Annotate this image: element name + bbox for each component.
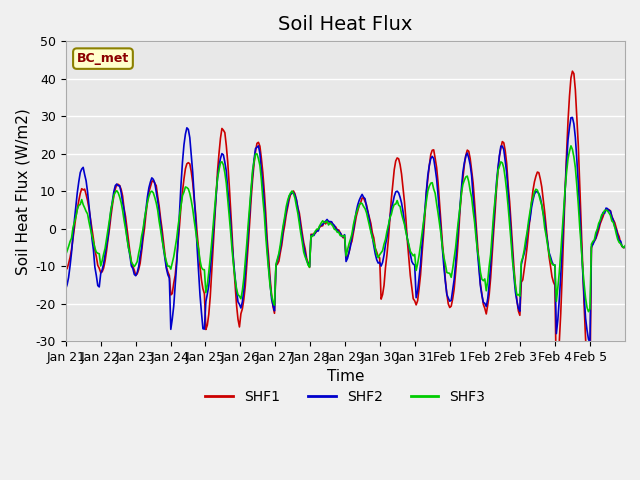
SHF1 — [620, 245, 627, 251]
Y-axis label: Soil Heat Flux (W/m2): Soil Heat Flux (W/m2) — [15, 108, 30, 275]
SHF2 — [349, 227, 357, 233]
SHF1 — [81, 186, 88, 192]
SHF3 — [585, 309, 593, 314]
SHF3 — [62, 252, 70, 258]
SHF3 — [81, 205, 88, 211]
Line: SHF2: SHF2 — [66, 118, 625, 343]
SHF2 — [621, 245, 629, 251]
SHF1 — [349, 230, 357, 236]
SHF2 — [620, 244, 627, 250]
SHF3 — [349, 222, 357, 228]
SHF1 — [544, 238, 552, 244]
Text: BC_met: BC_met — [77, 52, 129, 65]
Title: Soil Heat Flux: Soil Heat Flux — [278, 15, 413, 34]
SHF2 — [62, 286, 70, 292]
SHF2 — [99, 267, 106, 273]
SHF2 — [461, 160, 468, 166]
SHF2 — [544, 239, 552, 245]
SHF3 — [620, 245, 627, 251]
SHF1 — [621, 244, 629, 250]
SHF1 — [461, 162, 468, 168]
SHF3 — [544, 242, 552, 248]
SHF3 — [567, 143, 575, 149]
SHF1 — [586, 382, 594, 388]
SHF3 — [461, 177, 468, 183]
Line: SHF1: SHF1 — [66, 71, 625, 385]
X-axis label: Time: Time — [326, 370, 364, 384]
SHF1 — [62, 267, 70, 273]
Line: SHF3: SHF3 — [66, 146, 625, 312]
SHF3 — [621, 243, 629, 249]
SHF2 — [81, 172, 88, 178]
SHF2 — [586, 340, 594, 346]
Legend: SHF1, SHF2, SHF3: SHF1, SHF2, SHF3 — [200, 384, 491, 409]
SHF1 — [99, 269, 106, 275]
SHF3 — [99, 258, 106, 264]
SHF2 — [568, 115, 576, 120]
SHF1 — [568, 68, 576, 74]
